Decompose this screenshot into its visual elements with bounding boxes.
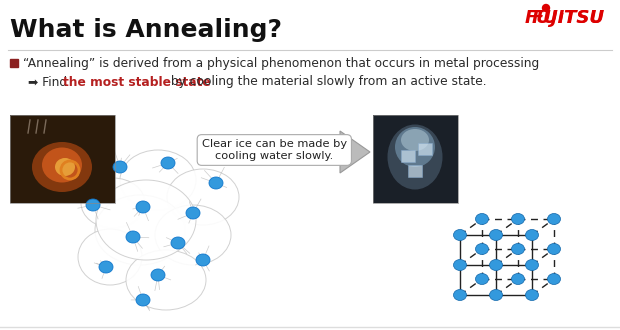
Text: What is Annealing?: What is Annealing? <box>10 18 282 42</box>
Ellipse shape <box>476 214 489 224</box>
Ellipse shape <box>401 129 429 151</box>
Ellipse shape <box>196 254 210 266</box>
Ellipse shape <box>526 259 539 271</box>
Bar <box>10 115 115 203</box>
Ellipse shape <box>547 244 560 254</box>
Text: Clear ice can be made by
cooling water slowly.: Clear ice can be made by cooling water s… <box>202 139 347 161</box>
Circle shape <box>542 5 549 12</box>
Text: FUıTSU: FUıTSU <box>532 9 605 27</box>
Ellipse shape <box>490 259 502 271</box>
Ellipse shape <box>32 142 92 192</box>
Ellipse shape <box>547 274 560 284</box>
Ellipse shape <box>526 289 539 301</box>
Bar <box>10 115 115 203</box>
Ellipse shape <box>512 214 525 224</box>
Ellipse shape <box>113 161 127 173</box>
Ellipse shape <box>95 195 185 265</box>
Bar <box>401 150 415 162</box>
Ellipse shape <box>151 269 165 281</box>
Ellipse shape <box>547 214 560 224</box>
Ellipse shape <box>490 229 502 241</box>
Ellipse shape <box>453 229 466 241</box>
Ellipse shape <box>42 148 82 182</box>
Ellipse shape <box>171 237 185 249</box>
Text: ➡ Find: ➡ Find <box>28 76 71 88</box>
Text: FUJITSU: FUJITSU <box>525 9 605 27</box>
Ellipse shape <box>99 261 113 273</box>
Ellipse shape <box>476 244 489 254</box>
Bar <box>373 115 458 203</box>
Ellipse shape <box>78 229 142 285</box>
Ellipse shape <box>155 205 231 265</box>
Ellipse shape <box>136 201 150 213</box>
Ellipse shape <box>167 169 239 225</box>
Ellipse shape <box>490 289 502 301</box>
Ellipse shape <box>81 178 145 228</box>
Bar <box>418 143 432 155</box>
Ellipse shape <box>476 274 489 284</box>
Text: the most stable state: the most stable state <box>63 76 210 88</box>
Ellipse shape <box>120 150 196 210</box>
Ellipse shape <box>126 250 206 310</box>
Ellipse shape <box>388 124 443 189</box>
Ellipse shape <box>453 289 466 301</box>
Text: by cooling the material slowly from an active state.: by cooling the material slowly from an a… <box>167 76 486 88</box>
Ellipse shape <box>453 259 466 271</box>
FancyArrow shape <box>205 131 370 173</box>
Ellipse shape <box>186 207 200 219</box>
Ellipse shape <box>96 180 196 260</box>
Ellipse shape <box>86 199 100 211</box>
Ellipse shape <box>512 274 525 284</box>
Text: “Annealing” is derived from a physical phenomenon that occurs in metal processin: “Annealing” is derived from a physical p… <box>23 57 539 71</box>
Bar <box>373 115 458 203</box>
Ellipse shape <box>126 231 140 243</box>
Ellipse shape <box>209 177 223 189</box>
Bar <box>10 59 18 67</box>
Ellipse shape <box>512 244 525 254</box>
Bar <box>408 165 422 177</box>
Ellipse shape <box>526 229 539 241</box>
Ellipse shape <box>395 127 435 167</box>
Ellipse shape <box>161 157 175 169</box>
Ellipse shape <box>136 294 150 306</box>
Ellipse shape <box>55 158 75 176</box>
